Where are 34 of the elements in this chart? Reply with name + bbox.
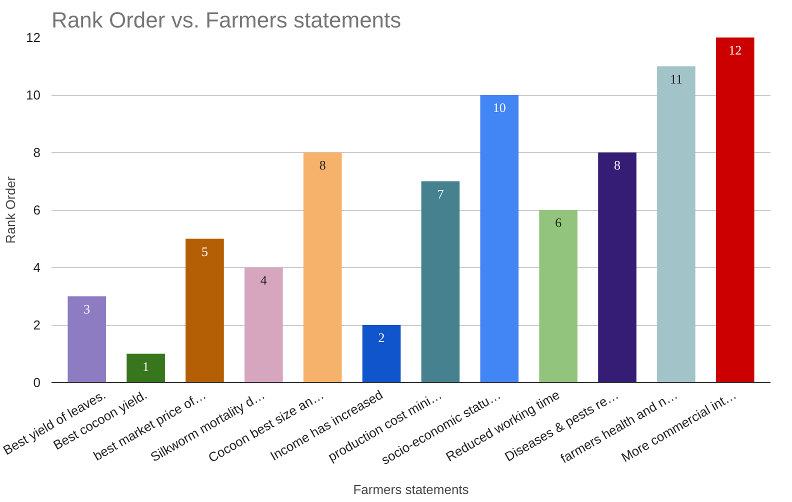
bar [480,95,519,382]
chart-title: Rank Order vs. Farmers statements [52,8,402,32]
bar [126,354,165,382]
y-tick-label: 0 [33,375,41,390]
data-label: 5 [201,244,208,259]
y-tick-label: 8 [33,145,41,160]
y-tick-label: 10 [26,88,41,102]
y-tick-label: 2 [33,318,41,332]
data-label: 10 [492,100,506,115]
data-label: 8 [614,158,621,172]
bar [716,38,754,382]
bar [362,325,401,382]
data-label: 4 [260,272,268,288]
y-tick-label: 12 [26,30,41,45]
y-axis-title: Rank Order [3,176,18,244]
data-label: 12 [728,42,742,58]
data-label: 6 [555,215,562,230]
bar [68,296,106,382]
data-label: 2 [378,330,385,345]
data-label: 1 [142,358,150,374]
bar [186,238,224,382]
data-label: 7 [437,186,444,202]
data-label: 11 [670,71,682,86]
x-axis-title: Farmers statements [353,482,470,498]
bar [244,268,283,382]
y-tick-label: 6 [33,202,41,218]
bar [598,152,636,382]
bar [421,181,460,382]
bar [539,210,578,382]
bar [657,66,696,382]
data-label: 3 [84,301,90,316]
data-label: 8 [319,158,326,172]
y-tick-label: 4 [33,260,41,275]
bar [303,152,342,382]
